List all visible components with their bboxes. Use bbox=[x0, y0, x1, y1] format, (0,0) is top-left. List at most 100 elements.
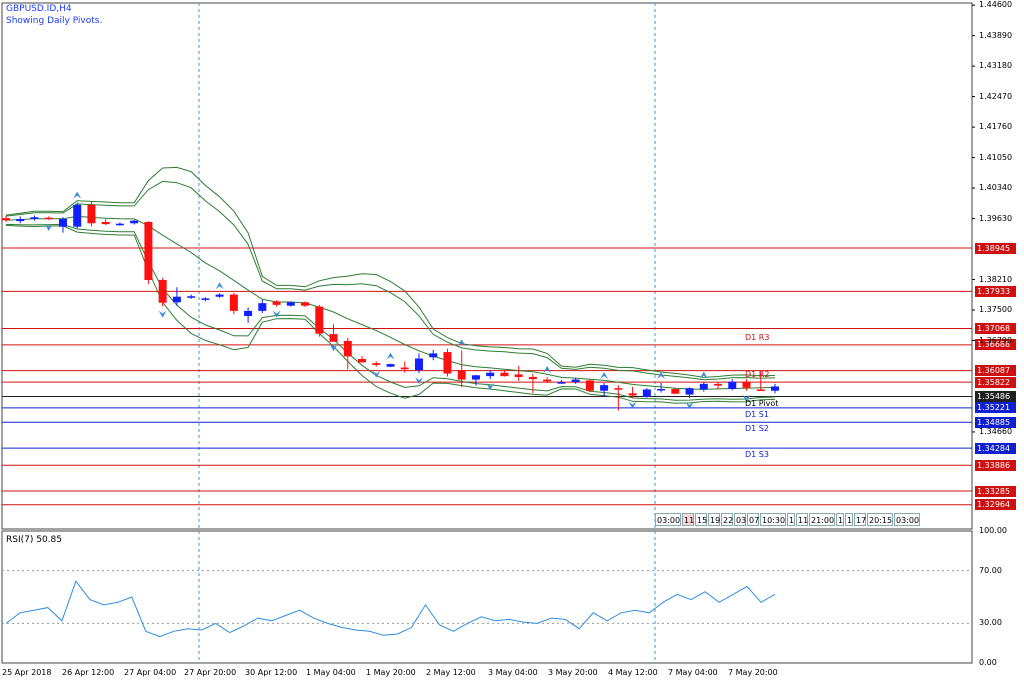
time-axis-label: 1 May 20:00 bbox=[366, 668, 416, 677]
time-axis-label: 7 May 04:00 bbox=[668, 668, 718, 677]
time-box: 10:30 bbox=[760, 513, 786, 526]
fractal-down-arrow bbox=[486, 383, 495, 391]
fractal-up-arrow bbox=[215, 282, 224, 290]
candle-body bbox=[528, 376, 537, 380]
time-box: 11: bbox=[682, 513, 697, 526]
candle-body bbox=[229, 294, 238, 311]
candle-body bbox=[372, 363, 381, 365]
candle-body bbox=[600, 385, 609, 391]
time-axis-label: 1 May 04:00 bbox=[306, 668, 356, 677]
time-box: 20:15 bbox=[867, 513, 893, 526]
fractal-down-arrow bbox=[272, 310, 281, 318]
time-box: 22: bbox=[721, 513, 736, 526]
time-box: 1 bbox=[836, 513, 844, 526]
candle-body bbox=[258, 303, 267, 311]
time-box: 07: bbox=[747, 513, 762, 526]
pivot-name-pivot: D1 Pivot bbox=[745, 398, 779, 408]
price-axis-label: 1.41050 bbox=[979, 152, 1013, 162]
candle-body bbox=[756, 389, 765, 391]
candle-body bbox=[73, 204, 82, 227]
price-axis-label: 1.42470 bbox=[979, 91, 1013, 101]
fractal-up-arrow bbox=[657, 372, 666, 380]
time-axis-label: 4 May 12:00 bbox=[608, 668, 658, 677]
price-axis-label: 1.41760 bbox=[979, 122, 1013, 132]
candle-body bbox=[514, 374, 523, 377]
band-upper-inner bbox=[5, 180, 776, 381]
candle-body bbox=[101, 221, 110, 225]
time-axis-label: 30 Apr 12:00 bbox=[245, 668, 298, 677]
pivot-price-label: 1.34885 bbox=[975, 416, 1016, 428]
candle-body bbox=[742, 381, 751, 388]
pivot-name-r3: D1 R3 bbox=[745, 332, 770, 342]
time-box: 15: bbox=[695, 513, 710, 526]
fractal-up-arrow bbox=[386, 352, 395, 360]
band-lower bbox=[5, 224, 776, 404]
candle-body bbox=[301, 302, 310, 306]
price-axis-label: 1.40340 bbox=[979, 183, 1013, 193]
time-axis-label: 27 Apr 04:00 bbox=[124, 668, 177, 677]
pivot-price-label: 1.34284 bbox=[975, 442, 1016, 454]
candle-body bbox=[16, 218, 25, 222]
time-axis-label: 27 Apr 20:00 bbox=[184, 668, 237, 677]
candle-body bbox=[543, 379, 552, 382]
pivot-name-r2: D1 R2 bbox=[745, 370, 770, 380]
fractal-down-arrow bbox=[372, 370, 381, 378]
candle-body bbox=[671, 389, 680, 394]
time-box: 17: bbox=[854, 513, 869, 526]
candle-body bbox=[158, 279, 167, 303]
candle-body bbox=[329, 334, 338, 342]
pivot-price-label: 1.38945 bbox=[975, 242, 1016, 254]
pivot-price-label: 1.33886 bbox=[975, 459, 1016, 471]
candle-body bbox=[628, 393, 637, 396]
candle-body bbox=[585, 380, 594, 391]
price-axis-label: 1.43890 bbox=[979, 30, 1013, 40]
rsi-panel-frame bbox=[1, 530, 973, 664]
band-lower-inner bbox=[5, 223, 776, 401]
fractal-up-arrow bbox=[600, 372, 609, 380]
time-axis-label: 25 Apr 2018 bbox=[2, 668, 52, 677]
pivot-price-label: 1.36087 bbox=[975, 365, 1016, 377]
candle-body bbox=[642, 389, 651, 397]
pivot-name-s3: D1 S3 bbox=[745, 450, 769, 460]
candle-body bbox=[2, 218, 10, 221]
candle-body bbox=[201, 298, 210, 300]
candle-body bbox=[44, 217, 53, 220]
fractal-down-arrow bbox=[414, 377, 423, 385]
pivot-price-label: 1.33285 bbox=[975, 485, 1016, 497]
rsi-axis-label: 100.00 bbox=[979, 526, 1007, 535]
pivot-price-label: 1.36688 bbox=[975, 339, 1016, 351]
candle-body bbox=[58, 218, 67, 227]
time-box: 1 bbox=[787, 513, 795, 526]
candle-body bbox=[215, 294, 224, 297]
pivot-price-label: 1.37068 bbox=[975, 323, 1016, 335]
symbol-title: GBPUSD.ID,H4 bbox=[6, 4, 72, 14]
candle-body bbox=[714, 383, 723, 386]
fractal-down-arrow bbox=[329, 344, 338, 352]
pivot-name-s2: D1 S2 bbox=[745, 424, 769, 434]
candle-body bbox=[771, 386, 779, 391]
pivot-price-label: 1.35486 bbox=[975, 391, 1016, 402]
candle-body bbox=[486, 372, 495, 377]
time-box: 19: bbox=[708, 513, 723, 526]
fractal-up-arrow bbox=[73, 191, 82, 199]
price-axis-label: 1.39630 bbox=[979, 213, 1013, 223]
candle-body bbox=[557, 382, 566, 384]
candle-body bbox=[30, 217, 39, 219]
candle-body bbox=[358, 358, 367, 363]
time-axis-label: 3 May 04:00 bbox=[488, 668, 538, 677]
price-axis-label: 1.44600 bbox=[979, 0, 1013, 10]
candle-body bbox=[571, 379, 580, 383]
candle-body bbox=[500, 372, 509, 377]
price-axis-label: 1.37500 bbox=[979, 305, 1013, 314]
candle-body bbox=[343, 340, 352, 357]
candle-body bbox=[414, 358, 423, 371]
fractal-down-arrow bbox=[158, 310, 167, 318]
candle-body bbox=[699, 383, 708, 390]
fractal-down-arrow bbox=[685, 402, 694, 410]
candle-body bbox=[457, 370, 466, 380]
fractal-up-arrow bbox=[457, 339, 466, 347]
time-box: 21:00 bbox=[809, 513, 835, 526]
candle-body bbox=[471, 375, 480, 380]
